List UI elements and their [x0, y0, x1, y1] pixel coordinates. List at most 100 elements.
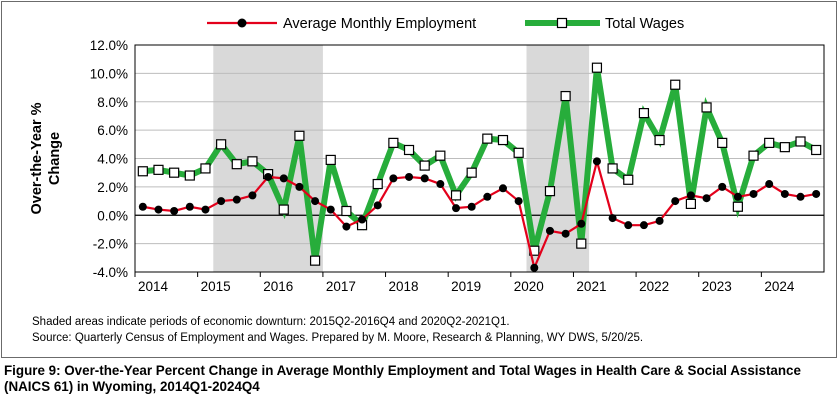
employment-point — [733, 192, 742, 201]
legend-wages-label: Total Wages — [605, 16, 684, 32]
employment-point — [295, 182, 304, 191]
series-lines — [137, 62, 822, 272]
y-tick-label: 6.0% — [97, 123, 128, 138]
total-wages-point — [341, 205, 352, 217]
total-wages-point — [435, 150, 446, 161]
employment-point — [655, 216, 664, 225]
legend-employment-label: Average Monthly Employment — [283, 16, 476, 32]
employment-point — [373, 201, 382, 210]
x-tick-label: 2017 — [326, 279, 356, 294]
employment-point — [545, 226, 554, 235]
employment-point — [608, 214, 617, 223]
employment-point — [780, 189, 789, 198]
plot-frame — [134, 44, 825, 273]
total-wages-point — [623, 174, 634, 185]
total-wages-point — [779, 142, 790, 153]
y-axis-ticks: -4.0% -2.0% 0.0% 2.0% 4.0% 6.0% 8.0% 10.0% 12.0% — [90, 38, 128, 280]
total-wages-point — [388, 137, 399, 148]
total-wages-point — [372, 178, 383, 190]
employment-point — [420, 174, 429, 183]
total-wages-point — [169, 167, 180, 178]
total-wages-point — [670, 79, 681, 90]
total-wages-point — [309, 255, 321, 266]
y-tick-label: -2.0% — [93, 237, 128, 252]
total-wages-point — [607, 163, 618, 174]
total-wages-point — [685, 198, 696, 209]
employment-point — [138, 202, 147, 211]
total-wages-point — [247, 156, 258, 167]
employment-point — [796, 192, 805, 201]
x-tick-label: 2015 — [201, 279, 231, 294]
x-tick-label: 2019 — [451, 279, 481, 294]
total-wages-point — [294, 130, 305, 141]
employment-point — [232, 195, 241, 204]
y-tick-label: 2.0% — [97, 180, 128, 195]
total-wages-point — [153, 164, 164, 175]
employment-point — [765, 180, 774, 189]
employment-point — [326, 205, 335, 214]
x-tick-label: 2024 — [764, 279, 795, 294]
total-wages-point — [482, 133, 493, 144]
total-wages-point — [403, 144, 415, 156]
figure-frame: -4.0% -2.0% 0.0% 2.0% 4.0% 6.0% 8.0% 10.0% 12.0%… — [1, 1, 837, 358]
y-axis-label: Over-the-Year % Change — [29, 102, 63, 214]
total-wages-point — [795, 136, 806, 147]
total-wages-point — [466, 167, 477, 178]
legend: Average Monthly Employment Total Wages — [207, 16, 684, 32]
total-wages-point — [216, 139, 227, 150]
employment-point — [624, 221, 633, 230]
employment-point — [577, 219, 586, 228]
legend-employment-marker — [237, 18, 247, 28]
employment-point — [279, 174, 288, 183]
employment-point — [311, 197, 320, 206]
employment-point — [201, 205, 210, 214]
total-wages-point — [497, 134, 509, 146]
employment-point — [248, 191, 257, 200]
employment-point — [389, 174, 398, 183]
x-tick-label: 2022 — [639, 279, 669, 294]
employment-point — [639, 221, 648, 230]
employment-point — [170, 206, 179, 215]
employment-point — [561, 229, 570, 238]
total-wages-point — [748, 150, 759, 161]
employment-point — [154, 205, 163, 214]
total-wages-point — [576, 238, 587, 249]
x-tick-label: 2020 — [514, 279, 544, 294]
line-chart: -4.0% -2.0% 0.0% 2.0% 4.0% 6.0% 8.0% 10.0% 12.0%… — [29, 16, 825, 294]
employment-point — [483, 192, 492, 201]
x-axis-ticks: 2014 2015 2016 2017 2018 2019 2020 2021 2022 2023… — [134, 272, 795, 294]
gridlines — [134, 44, 825, 273]
employment-point — [530, 263, 539, 272]
employment-point — [671, 197, 680, 206]
x-tick-label: 2021 — [576, 279, 606, 294]
y-tick-label: 8.0% — [97, 95, 128, 110]
total-wages-point — [560, 90, 571, 102]
shading-note: Shaded areas indicate periods of economi… — [32, 316, 510, 328]
employment-point — [592, 157, 601, 166]
employment-point — [264, 172, 273, 181]
total-wages-point — [811, 144, 822, 156]
x-tick-label: 2023 — [702, 279, 732, 294]
employment-point — [185, 202, 194, 211]
y-tick-label: 10.0% — [90, 66, 128, 81]
total-wages-point — [231, 159, 242, 170]
employment-point — [686, 191, 695, 200]
x-tick-label: 2014 — [138, 279, 169, 294]
total-wages-point — [513, 147, 524, 158]
total-wages-point — [732, 201, 743, 212]
total-wages-point — [450, 190, 462, 201]
employment-point — [217, 197, 226, 206]
employment-point — [405, 172, 414, 181]
employment-point — [436, 180, 445, 189]
total-wages-point — [638, 107, 650, 119]
employment-point — [467, 202, 476, 211]
total-wages-point — [701, 102, 712, 113]
employment-point — [358, 215, 367, 224]
x-tick-label: 2018 — [389, 279, 419, 294]
total-wages-point — [325, 154, 336, 166]
y-tick-label: 12.0% — [90, 38, 128, 53]
employment-point — [498, 184, 507, 193]
source-note: Source: Quarterly Census of Employment a… — [32, 332, 644, 344]
total-wages-point — [717, 137, 728, 148]
total-wages-point — [137, 166, 148, 177]
